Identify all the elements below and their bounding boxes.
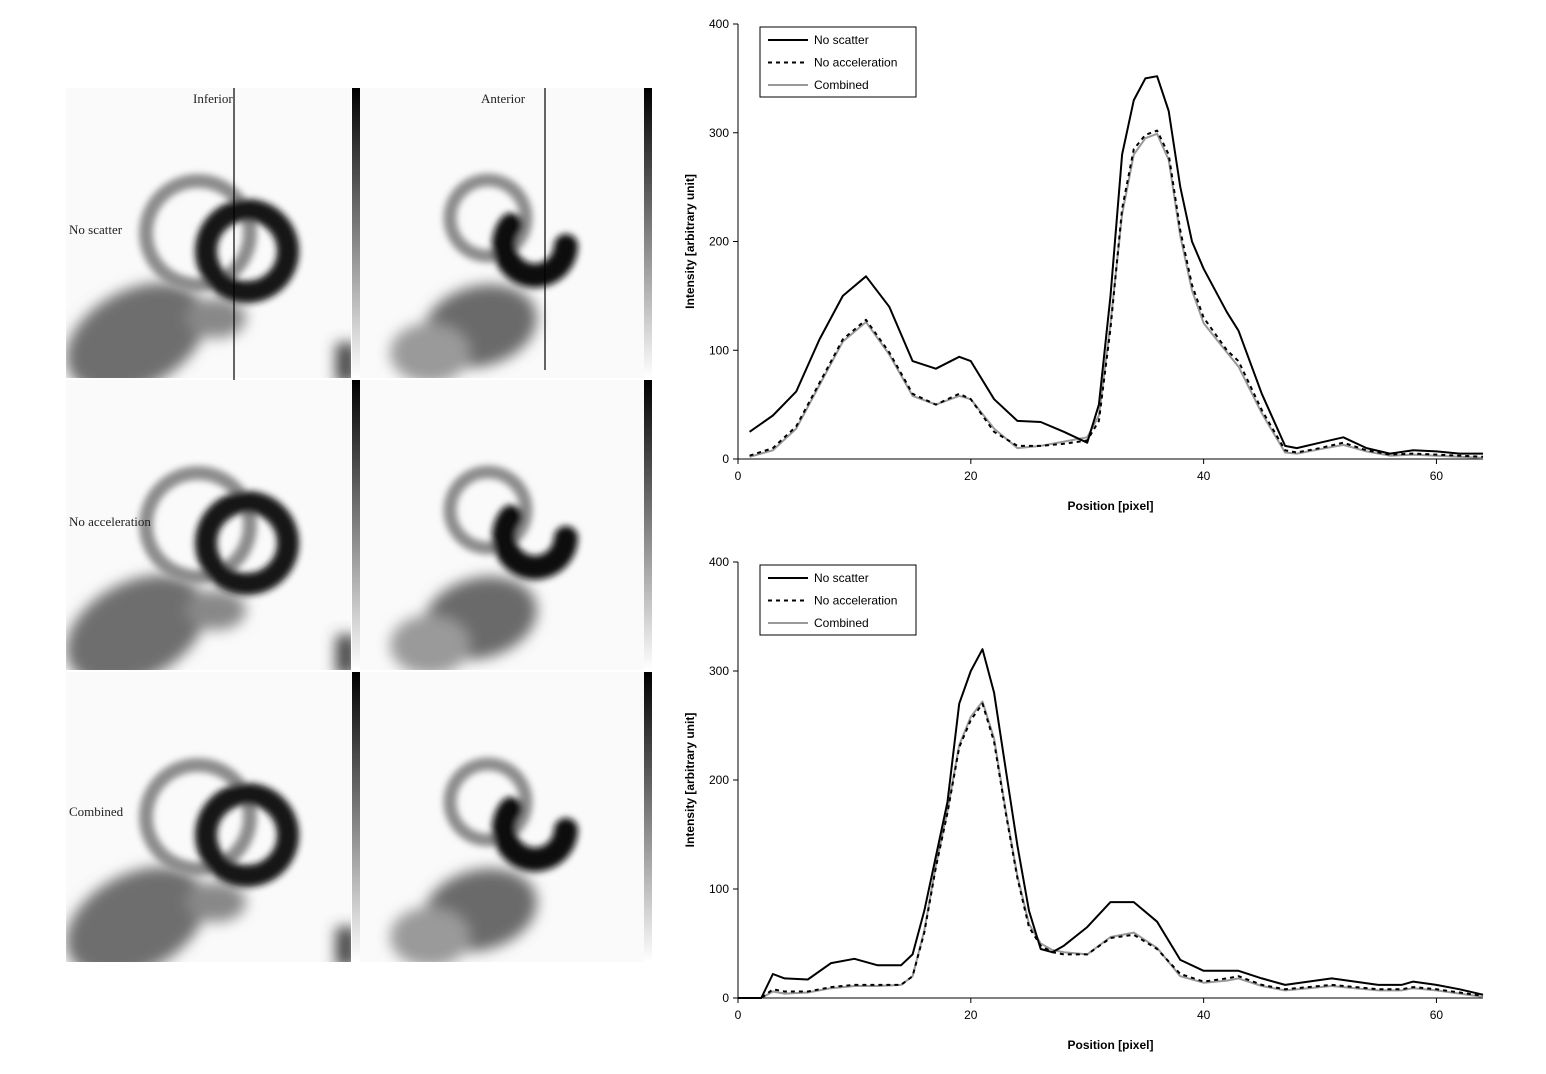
panel-combined-anterior <box>360 672 645 967</box>
colorbar <box>352 672 360 962</box>
y-tick-label: 0 <box>722 452 729 466</box>
panel-no-acceleration-anterior <box>360 380 645 675</box>
legend: No scatter No acceleration Combined <box>759 564 917 636</box>
y-tick-label: 200 <box>709 235 729 249</box>
y-tick-label: 300 <box>709 664 729 678</box>
colorbar <box>644 672 652 962</box>
x-tick-label: 60 <box>1430 469 1444 483</box>
y-tick-label: 200 <box>709 773 729 787</box>
y-axis-label: Intensity [arbitrary unit] <box>683 174 697 309</box>
x-axis-label: Position [pixel] <box>1067 499 1153 513</box>
y-tick-label: 400 <box>709 555 729 569</box>
y-tick-label: 300 <box>709 126 729 140</box>
legend-label: No acceleration <box>814 594 897 608</box>
colorbar <box>352 88 360 378</box>
legend: No scatter No acceleration Combined <box>759 26 917 98</box>
colorbar <box>352 380 360 670</box>
profile-chart-anterior: 0 100 200 300 400 0 20 40 60 Position [pixel] Inte… <box>683 555 1484 1052</box>
colorbar <box>644 380 652 670</box>
x-tick-label: 0 <box>735 1008 742 1022</box>
series-line-no-scatter <box>749 75 1483 455</box>
legend-label: Combined <box>814 78 869 92</box>
y-tick-label: 100 <box>709 882 729 896</box>
x-tick-label: 40 <box>1197 1008 1211 1022</box>
panel-no-scatter-anterior <box>360 88 645 383</box>
panel-combined-inferior <box>47 672 356 1000</box>
column-label-inferior: Inferior <box>193 91 233 106</box>
series-line-combined <box>738 700 1484 999</box>
y-axis-label: Intensity [arbitrary unit] <box>683 713 697 848</box>
legend-label: Combined <box>814 616 869 630</box>
panel-no-scatter-inferior <box>47 88 356 416</box>
legend-label: No acceleration <box>814 56 897 70</box>
x-tick-label: 40 <box>1197 469 1211 483</box>
y-tick-label: 100 <box>709 343 729 357</box>
legend-label: No scatter <box>814 571 869 585</box>
image-panels: Inferior Anterior No scatter No accelera… <box>47 88 652 1000</box>
row-label-no-acceleration: No acceleration <box>69 514 151 529</box>
y-tick-label: 0 <box>722 991 729 1005</box>
row-label-no-scatter: No scatter <box>69 222 123 237</box>
column-label-anterior: Anterior <box>481 91 526 106</box>
x-tick-label: 20 <box>964 1008 978 1022</box>
series-line-no-acceleration <box>738 702 1484 999</box>
series-line-no-scatter <box>738 648 1484 999</box>
panel-no-acceleration-inferior <box>47 380 356 708</box>
profile-chart-inferior: 0 100 200 300 400 0 20 40 60 Position [pixel] Inte… <box>683 17 1484 513</box>
x-tick-label: 60 <box>1430 1008 1444 1022</box>
series-line-combined <box>749 132 1484 459</box>
series-line-no-acceleration <box>749 129 1484 458</box>
colorbar <box>644 88 652 378</box>
row-label-combined: Combined <box>69 804 124 819</box>
y-tick-label: 400 <box>709 17 729 31</box>
x-tick-label: 20 <box>964 469 978 483</box>
x-axis-label: Position [pixel] <box>1067 1038 1153 1052</box>
x-tick-label: 0 <box>735 469 742 483</box>
legend-label: No scatter <box>814 33 869 47</box>
